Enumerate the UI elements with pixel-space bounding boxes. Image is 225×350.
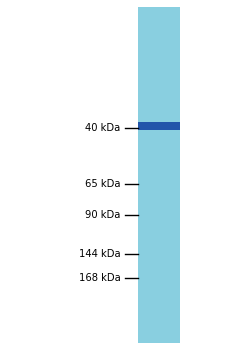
Bar: [138, 7, 180, 343]
Text: 40 kDa: 40 kDa: [85, 123, 120, 133]
Text: 90 kDa: 90 kDa: [85, 210, 120, 220]
Bar: [138, 121, 180, 130]
Text: 144 kDa: 144 kDa: [79, 249, 120, 259]
Text: 168 kDa: 168 kDa: [79, 273, 120, 283]
Text: 65 kDa: 65 kDa: [85, 179, 120, 189]
